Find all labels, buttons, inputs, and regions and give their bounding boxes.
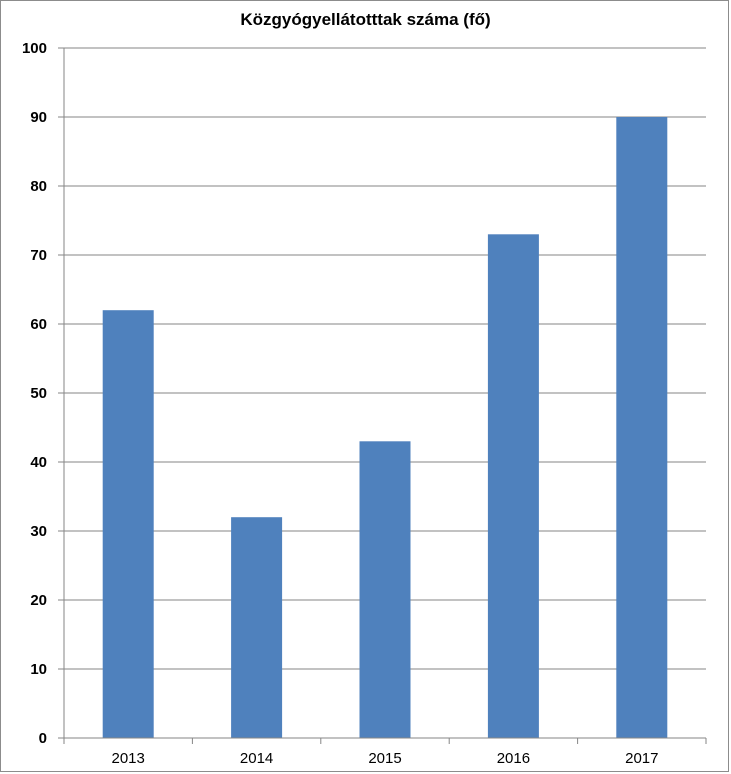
bar-2013 — [102, 310, 154, 738]
chart-title: Közgyógyellátotttak száma (fő) — [240, 10, 491, 29]
y-tick-label: 0 — [39, 730, 47, 747]
y-tick-label: 90 — [30, 109, 47, 126]
y-tick-label: 20 — [30, 592, 47, 609]
y-tick-label: 100 — [22, 40, 47, 57]
bar-2015 — [359, 441, 411, 738]
tick-labels: 0 10 20 30 40 50 60 70 80 90 100 2013 2014 2015 2016 20… — [22, 40, 659, 767]
axes — [58, 47, 707, 744]
x-tick-label: 2014 — [240, 750, 273, 767]
y-tick-label: 30 — [30, 523, 47, 540]
y-tick-label: 40 — [30, 454, 47, 471]
bar-2014 — [231, 517, 283, 738]
x-tick-label: 2017 — [625, 750, 658, 767]
bars — [102, 117, 668, 739]
bar-2016 — [487, 234, 539, 739]
y-tick-label: 70 — [30, 247, 47, 264]
y-tick-label: 60 — [30, 316, 47, 333]
y-tick-label: 50 — [30, 385, 47, 402]
bar-2017 — [616, 117, 668, 738]
x-tick-label: 2013 — [112, 750, 145, 767]
x-tick-label: 2015 — [368, 750, 401, 767]
y-tick-label: 80 — [30, 178, 47, 195]
y-tick-label: 10 — [30, 661, 47, 678]
x-tick-label: 2016 — [497, 750, 530, 767]
